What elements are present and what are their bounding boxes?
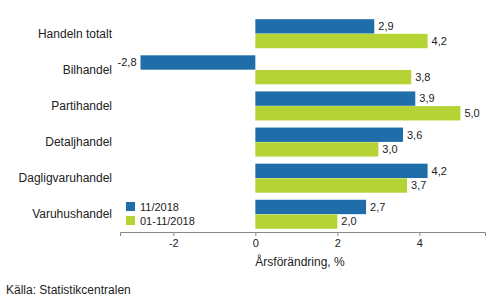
y-axis: Handeln totalt Bilhandel Partihandel Detalj… (19, 27, 120, 222)
data-label: 2,7 (370, 201, 385, 213)
category-label: Varuhushandel (32, 207, 112, 221)
category-label: Bilhandel (63, 63, 112, 77)
tick: Detaljhandel (45, 135, 120, 149)
data-label: -2,8 (118, 56, 137, 68)
tick-mark (255, 232, 256, 236)
bar (255, 178, 407, 192)
legend-swatch (126, 202, 135, 211)
data-label: 3,9 (419, 92, 434, 104)
legend-label: 01-11/2018 (140, 215, 195, 227)
legend-label: 11/2018 (140, 201, 179, 213)
tick-mark (173, 232, 174, 236)
legend-item: 01-11/2018 (126, 215, 195, 227)
bars (141, 19, 461, 229)
data-label: 4,2 (432, 165, 447, 177)
tick: Partihandel (51, 99, 120, 113)
bar (255, 200, 366, 214)
data-label: 3,6 (407, 129, 422, 141)
bar (255, 34, 427, 48)
tick-label: 4 (417, 237, 423, 249)
data-label: 3,8 (415, 71, 430, 83)
tick-label: 0 (253, 237, 259, 249)
bar (255, 164, 427, 178)
legend-item: 11/2018 (126, 201, 179, 213)
tick: -2 (169, 232, 179, 249)
legend-swatch (126, 216, 135, 225)
bar (255, 142, 378, 156)
source: Källa: Statistikcentralen (6, 283, 131, 297)
tick: 4 (417, 232, 423, 249)
bar (255, 91, 415, 105)
bar (141, 55, 256, 69)
bar (255, 106, 460, 120)
category-label: Partihandel (51, 99, 112, 113)
x-axis: -2 0 2 4 (121, 232, 486, 249)
tick: 0 (253, 232, 259, 249)
bar (255, 19, 374, 33)
bar (255, 70, 411, 84)
data-label: 2,0 (341, 215, 356, 227)
tick-label: 2 (335, 237, 341, 249)
category-label: Dagligvaruhandel (19, 171, 112, 185)
tick: Handeln totalt (38, 27, 120, 41)
data-labels: 2,9 -2,8 3,9 3,6 4,2 2,7 4,2 3,8 5,0 3,0 3,7 2,0 (118, 20, 480, 227)
data-label: 5,0 (464, 107, 479, 119)
axis-line (121, 233, 486, 237)
tick: 2 (335, 232, 341, 249)
axis-title: Årsförändring, % (255, 254, 345, 269)
data-label: 3,0 (382, 143, 397, 155)
tick-label: -2 (169, 237, 179, 249)
chart: 2,9 -2,8 3,9 3,6 4,2 2,7 4,2 3,8 5,0 3,0 3,7 2,0 -2 0… (0, 0, 493, 304)
tick: Bilhandel (63, 63, 120, 77)
bar (255, 214, 337, 228)
legend: 11/2018 01-11/2018 (126, 201, 195, 227)
bar (255, 128, 403, 142)
data-label: 2,9 (378, 20, 393, 32)
category-label: Detaljhandel (45, 135, 112, 149)
data-label: 4,2 (432, 35, 447, 47)
data-label: 3,7 (411, 179, 426, 191)
tick-mark (337, 232, 338, 236)
category-label: Handeln totalt (38, 27, 113, 41)
tick: Dagligvaruhandel (19, 171, 120, 185)
tick-mark (419, 232, 420, 236)
plot: 2,9 -2,8 3,9 3,6 4,2 2,7 4,2 3,8 5,0 3,0 3,7 2,0 -2 0… (19, 19, 486, 249)
tick: Varuhushandel (32, 207, 120, 221)
